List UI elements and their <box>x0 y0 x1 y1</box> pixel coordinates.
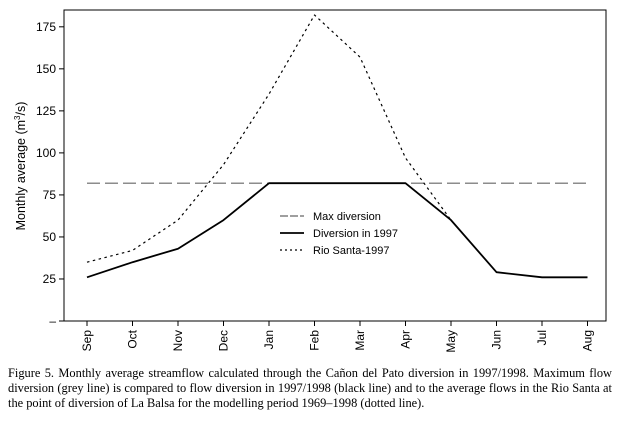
y-axis-label: Monthly average (m3/s) <box>13 102 28 231</box>
x-tick-label: Apr <box>399 330 413 349</box>
series-rio-santa-1997 <box>86 14 452 263</box>
series-layer <box>86 14 588 279</box>
y-axis-label-suffix: /s) <box>14 102 28 116</box>
x-tick-label: Aug <box>581 330 595 351</box>
figure-caption: Figure 5. Monthly average streamflow cal… <box>8 366 612 410</box>
y-axis-label-prefix: Monthly average (m <box>14 120 28 230</box>
x-tick-label: Mar <box>353 330 367 351</box>
legend-label: Rio Santa-1997 <box>313 245 389 257</box>
y-tick-label: 150 <box>36 62 56 76</box>
x-tick-label: Oct <box>126 329 140 348</box>
y-tick-label: 75 <box>43 188 57 202</box>
x-tick-label: May <box>444 330 458 353</box>
y-tick-label: – <box>49 314 56 328</box>
y-tick-label: 175 <box>36 20 56 34</box>
y-tick-label: 25 <box>43 272 57 286</box>
y-tick-label: 125 <box>36 104 56 118</box>
x-tick-label: Jul <box>535 330 549 345</box>
x-tick-label: Jan <box>262 330 276 349</box>
x-tick-label: Dec <box>217 330 231 351</box>
x-tick-label: Jun <box>490 330 504 349</box>
plot-frame <box>63 9 607 322</box>
legend: Max diversion Diversion in 1997 Rio Santa-… <box>280 211 398 257</box>
x-tick-label: Feb <box>308 330 322 351</box>
y-tick-label: 100 <box>36 146 56 160</box>
series-diversion-in-1997 <box>86 182 588 279</box>
line-chart: – 25 50 75 100 125 150 175 Sep Oct Nov Dec Jan Feb Ma… <box>13 9 607 353</box>
legend-label: Max diversion <box>313 211 381 223</box>
y-tick-label: 50 <box>43 230 57 244</box>
y-axis-label-sup: 3 <box>13 115 22 120</box>
x-tick-label: Sep <box>80 330 94 352</box>
y-axis: – 25 50 75 100 125 150 175 <box>36 20 64 328</box>
legend-label: Diversion in 1997 <box>313 228 398 240</box>
x-axis: Sep Oct Nov Dec Jan Feb Mar Apr May Jun Jul Aug <box>80 321 595 353</box>
x-tick-label: Nov <box>171 330 185 351</box>
